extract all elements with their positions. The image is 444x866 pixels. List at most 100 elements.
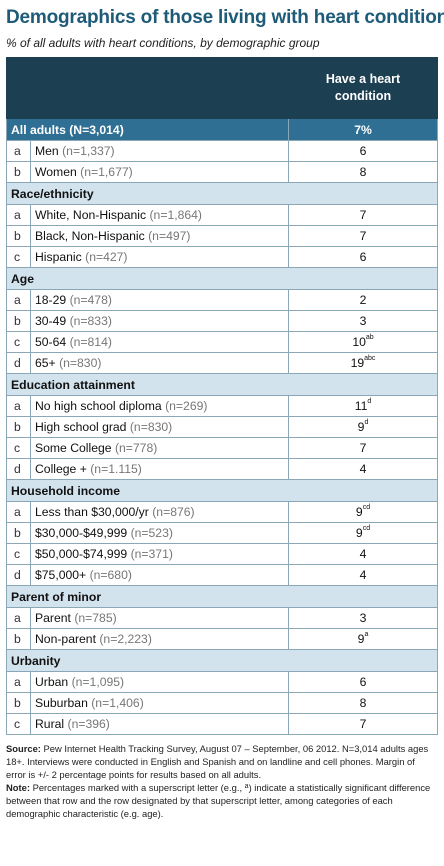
significance-note: Note: Percentages marked with a superscr… bbox=[6, 781, 436, 820]
row-letter: c bbox=[6, 246, 31, 268]
row-label: High school grad bbox=[35, 420, 127, 434]
table-row: b 30-49 (n=833) 3 bbox=[6, 310, 438, 332]
section-header: Education attainment bbox=[6, 373, 438, 396]
page-subtitle: % of all adults with heart conditions, b… bbox=[6, 36, 320, 50]
row-label-cell: Parent (n=785) bbox=[30, 607, 289, 629]
note-text-2: ) indicate a statistically significant d… bbox=[6, 782, 431, 819]
row-value: 6 bbox=[359, 675, 367, 689]
row-label: White, Non-Hispanic bbox=[35, 208, 147, 222]
row-letter: d bbox=[6, 352, 31, 374]
note-label: Note: bbox=[6, 782, 30, 793]
row-letter: b bbox=[6, 161, 31, 183]
row-letter: c bbox=[6, 331, 31, 353]
table-row: a Parent (n=785) 3 bbox=[6, 607, 438, 629]
row-label-cell: Less than $30,000/yr (n=876) bbox=[30, 501, 289, 523]
table-row: d 65+ (n=830) 19abc bbox=[6, 352, 438, 374]
row-significance-sup: d bbox=[367, 398, 372, 405]
note-sup: a bbox=[244, 783, 249, 790]
source-text: Pew Internet Health Tracking Survey, Aug… bbox=[6, 743, 429, 780]
row-significance-sup: cd bbox=[362, 525, 371, 532]
row-label-cell: High school grad (n=830) bbox=[30, 416, 289, 438]
header-blank-cell bbox=[6, 57, 289, 119]
row-significance-sup: d bbox=[364, 419, 369, 426]
table-row: b $30,000-$49,999 (n=523) 9cd bbox=[6, 522, 438, 544]
row-label: $50,000-$74,999 bbox=[35, 547, 128, 561]
row-value: 6 bbox=[359, 250, 367, 264]
all-adults-label: All adults (N=3,014) bbox=[6, 118, 289, 141]
row-label-cell: Men (n=1,337) bbox=[30, 140, 289, 162]
section-header-row: Age bbox=[6, 267, 438, 290]
row-value: 6 bbox=[359, 144, 367, 158]
row-value: 11 bbox=[354, 399, 368, 413]
row-value-cell: 7 bbox=[288, 713, 438, 735]
row-letter: b bbox=[6, 310, 31, 332]
row-sample-size: (n=427) bbox=[85, 250, 128, 264]
row-value: 9 bbox=[355, 526, 363, 540]
row-value: 7 bbox=[359, 229, 367, 243]
row-label: Some College bbox=[35, 441, 112, 455]
row-value: 3 bbox=[359, 314, 367, 328]
table-row: b High school grad (n=830) 9d bbox=[6, 416, 438, 438]
row-letter: d bbox=[6, 458, 31, 480]
row-sample-size: (n=396) bbox=[67, 717, 110, 731]
row-label-cell: Black, Non-Hispanic (n=497) bbox=[30, 225, 289, 247]
row-label: Non-parent bbox=[35, 632, 96, 646]
row-value: 7 bbox=[359, 441, 367, 455]
row-significance-sup: a bbox=[364, 631, 369, 638]
row-label-cell: $30,000-$49,999 (n=523) bbox=[30, 522, 289, 544]
section-header: Parent of minor bbox=[6, 585, 438, 608]
row-value: 9 bbox=[355, 505, 363, 519]
row-value-cell: 6 bbox=[288, 246, 438, 268]
row-label: 50-64 bbox=[35, 335, 67, 349]
row-label: $75,000+ bbox=[35, 568, 87, 582]
page-title: Demographics of those living with heart … bbox=[6, 7, 444, 28]
table-row: c Rural (n=396) 7 bbox=[6, 713, 438, 735]
table-row: a White, Non-Hispanic (n=1,864) 7 bbox=[6, 204, 438, 226]
row-label-cell: 50-64 (n=814) bbox=[30, 331, 289, 353]
row-value-cell: 4 bbox=[288, 458, 438, 480]
row-sample-size: (n=523) bbox=[130, 526, 173, 540]
row-label: Less than $30,000/yr bbox=[35, 505, 149, 519]
row-value-cell: 7 bbox=[288, 437, 438, 459]
row-letter: a bbox=[6, 289, 31, 311]
row-value-cell: 6 bbox=[288, 671, 438, 693]
row-label: Urban bbox=[35, 675, 69, 689]
section-header-row: Urbanity bbox=[6, 649, 438, 672]
row-value-cell: 2 bbox=[288, 289, 438, 311]
column-header: Have a heart condition bbox=[288, 57, 438, 119]
row-value-cell: 10ab bbox=[288, 331, 438, 353]
row-sample-size: (n=833) bbox=[69, 314, 112, 328]
row-label-cell: White, Non-Hispanic (n=1,864) bbox=[30, 204, 289, 226]
row-label-cell: Hispanic (n=427) bbox=[30, 246, 289, 268]
table-row: d $75,000+ (n=680) 4 bbox=[6, 564, 438, 586]
row-label-cell: 18-29 (n=478) bbox=[30, 289, 289, 311]
row-sample-size: (n=1,406) bbox=[91, 696, 144, 710]
row-sample-size: (n=830) bbox=[129, 420, 173, 434]
row-letter: a bbox=[6, 140, 31, 162]
row-label-cell: 30-49 (n=833) bbox=[30, 310, 289, 332]
row-label-cell: Urban (n=1,095) bbox=[30, 671, 289, 693]
all-adults-row: All adults (N=3,014) 7% bbox=[6, 118, 438, 141]
row-significance-sup: abc bbox=[364, 355, 376, 362]
row-sample-size: (n=680) bbox=[89, 568, 132, 582]
row-label-cell: Rural (n=396) bbox=[30, 713, 289, 735]
table-row: a Urban (n=1,095) 6 bbox=[6, 671, 438, 693]
row-value-cell: 6 bbox=[288, 140, 438, 162]
row-value-cell: 9d bbox=[288, 416, 438, 438]
table-row: a Less than $30,000/yr (n=876) 9cd bbox=[6, 501, 438, 523]
row-label-cell: No high school diploma (n=269) bbox=[30, 395, 289, 417]
row-label: 18-29 bbox=[35, 293, 67, 307]
row-label: Suburban bbox=[35, 696, 88, 710]
row-value: 2 bbox=[359, 293, 367, 307]
row-label: No high school diploma bbox=[35, 399, 162, 413]
row-label: Rural bbox=[35, 717, 65, 731]
row-label-cell: $50,000-$74,999 (n=371) bbox=[30, 543, 289, 565]
table-row: d College + (n=1.115) 4 bbox=[6, 458, 438, 480]
row-sample-size: (n=2,223) bbox=[99, 632, 152, 646]
row-sample-size: (n=1,095) bbox=[71, 675, 125, 689]
row-label: Women bbox=[35, 165, 77, 179]
row-letter: b bbox=[6, 628, 31, 650]
section-header: Household income bbox=[6, 479, 438, 502]
all-adults-value: 7% bbox=[288, 118, 438, 141]
row-letter: b bbox=[6, 522, 31, 544]
